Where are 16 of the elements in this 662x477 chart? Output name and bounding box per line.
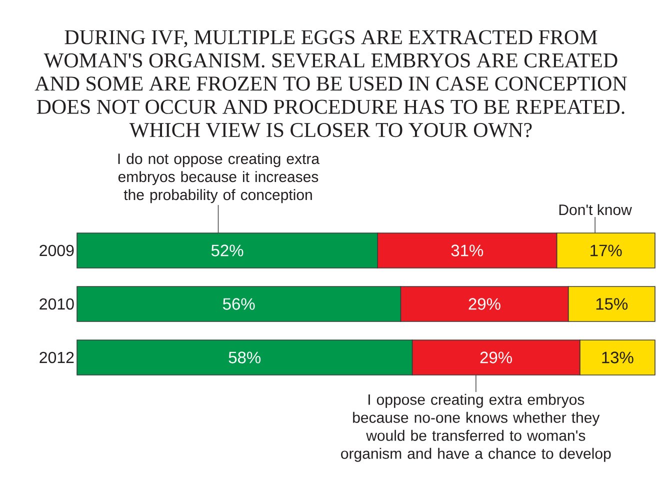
y-tick-label: 2010: [40, 298, 74, 310]
series-label: I do not oppose creating extra embryos because it increases the probability of conception: [118, 153, 320, 204]
series-label: Don't know: [559, 204, 632, 216]
chart-title: DURING IVF, MULTIPLE EGGS ARE EXTRACTED FROM WOMAN'S ORGANISM. SEVERAL EMBRYOS ARE CREATED AND SOME ARE FROZEN TO BE USED IN CASE CONCEPTION DOES NOT OCCUR AND PROCEDURE HAS TO BE REPEATED. WHICH VIEW IS CLOSER TO YOUR OWN?: [34, 30, 627, 138]
y-tick-label: 2009: [40, 244, 74, 256]
data-label: 52%: [211, 244, 244, 256]
data-label: 58%: [228, 352, 261, 364]
data-label: 29%: [480, 352, 512, 364]
y-tick-label: 2012: [40, 352, 74, 364]
data-label: 31%: [451, 244, 484, 256]
data-label: 15%: [596, 298, 628, 310]
data-label: 56%: [222, 298, 255, 310]
data-label: 13%: [602, 352, 634, 364]
data-label: 17%: [590, 244, 622, 256]
text: I oppose creating extra embryos because no-one knows whether they would be transferred to woman's organism and have a chance to develop: [341, 394, 611, 462]
data-label: 29%: [468, 298, 500, 310]
